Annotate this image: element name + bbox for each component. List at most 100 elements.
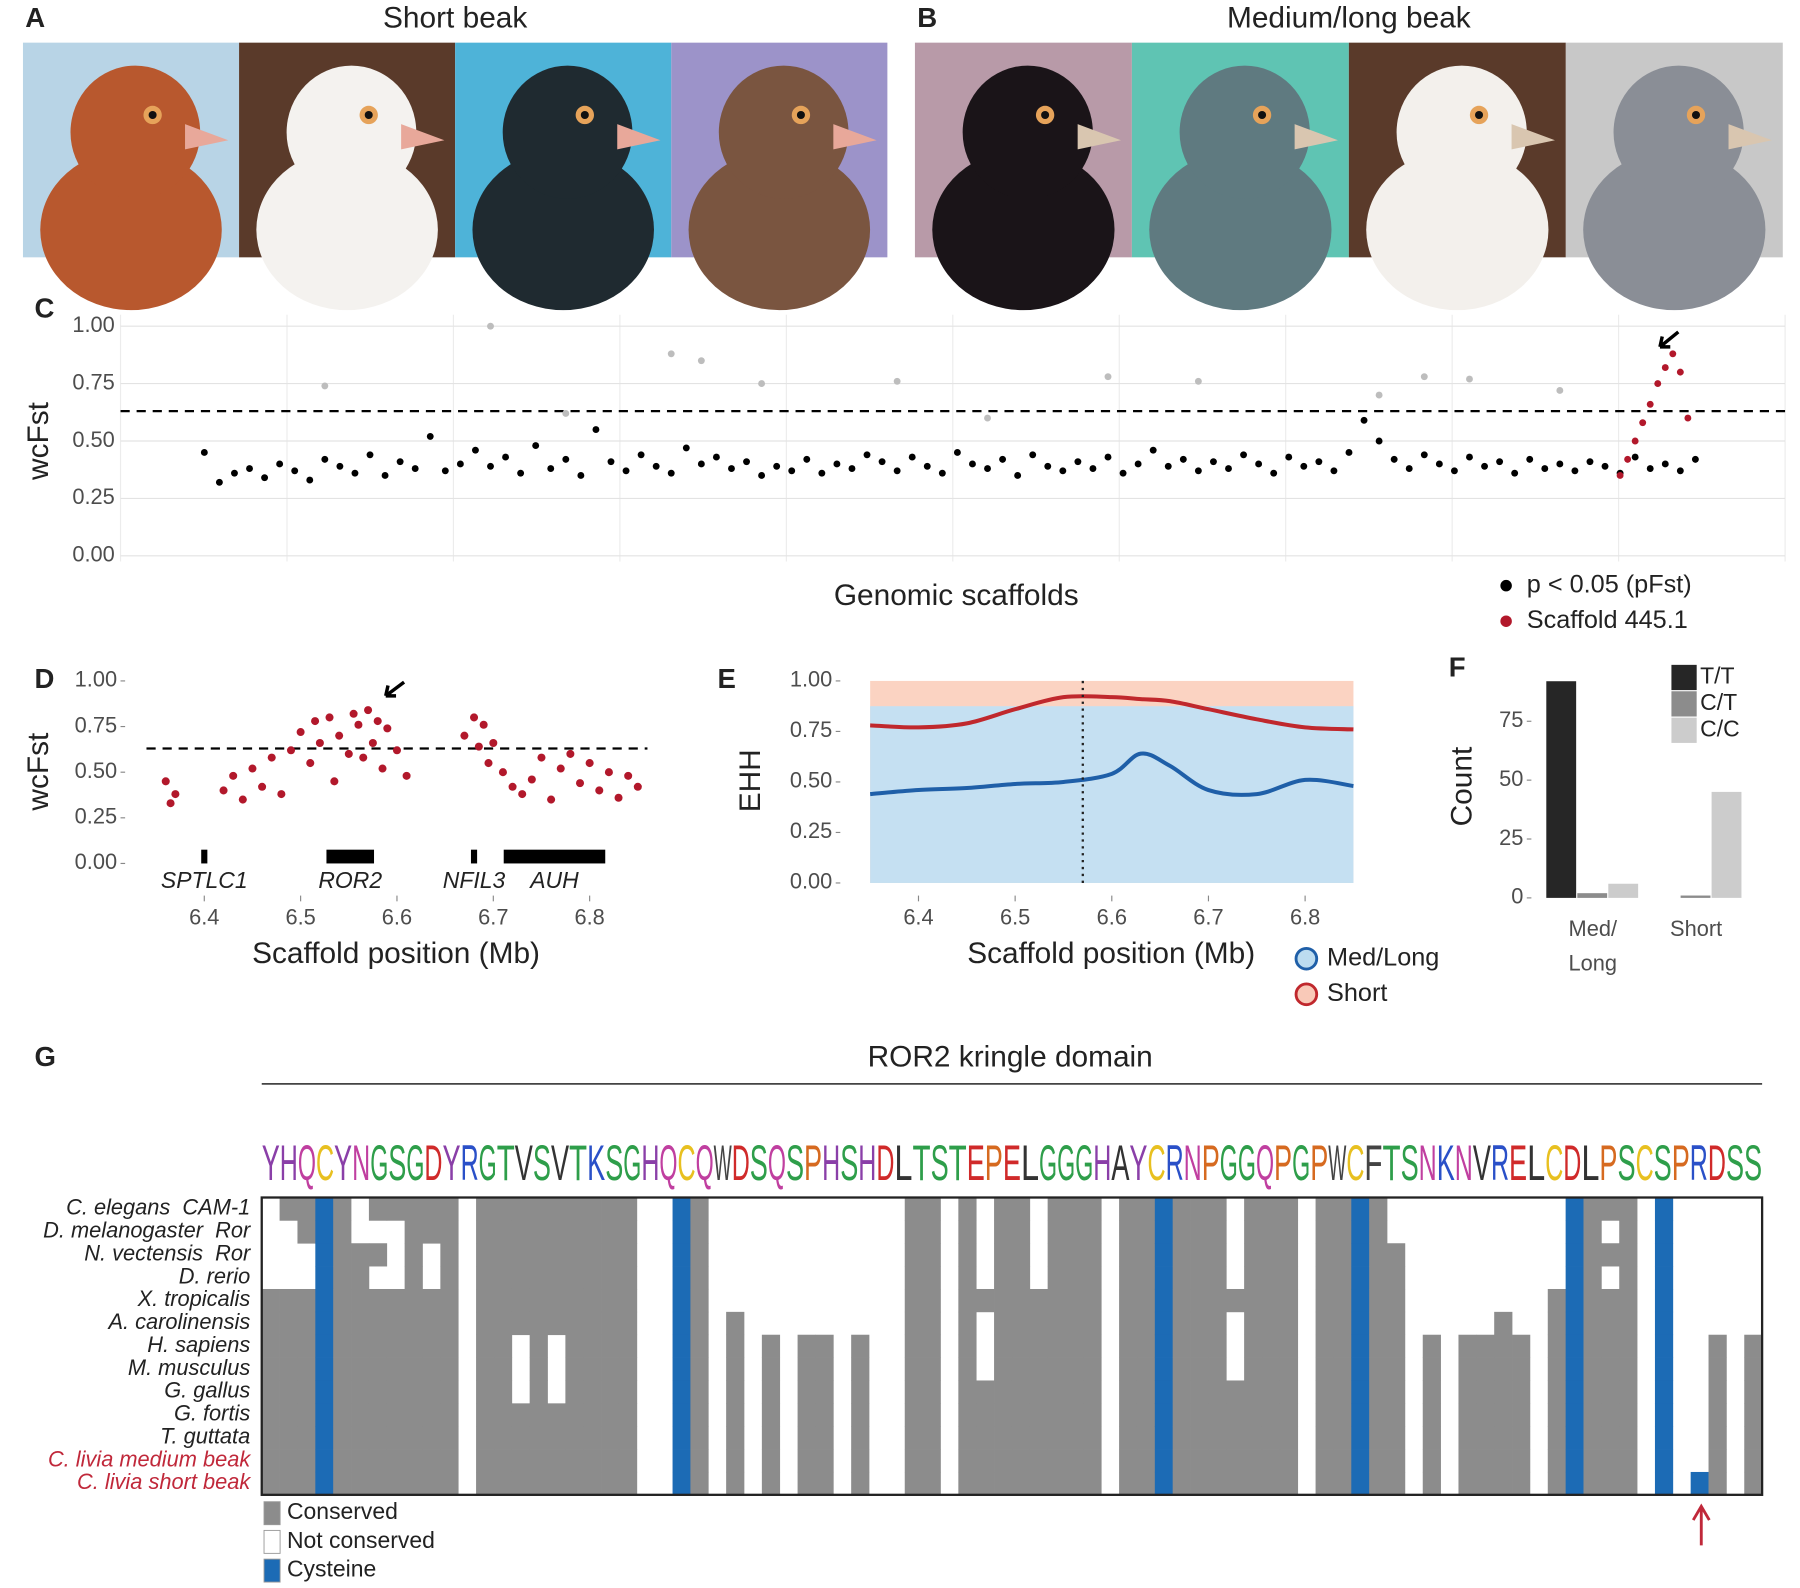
alignment-cell <box>1583 1380 1602 1404</box>
logo-letter: S <box>1726 1134 1744 1191</box>
logo-letter: S <box>388 1134 406 1191</box>
alignment-cell <box>922 1311 941 1336</box>
alignment-cell <box>1261 1449 1281 1473</box>
alignment-cell <box>1029 1471 1048 1496</box>
alignment-cell <box>1244 1334 1263 1358</box>
logo-letter: S <box>840 1134 858 1191</box>
point <box>614 793 623 802</box>
alignment-cell <box>1601 1426 1620 1450</box>
logo-letter: G <box>1238 1134 1256 1191</box>
alignment-cell <box>1226 1471 1245 1496</box>
alignment-cell <box>1190 1311 1209 1336</box>
point <box>1149 446 1157 454</box>
legend-swatch <box>1500 615 1512 627</box>
alignment-cell <box>368 1288 388 1313</box>
alignment-cell <box>511 1266 531 1290</box>
alignment-cell <box>493 1380 513 1404</box>
point <box>349 709 358 718</box>
alignment-cell <box>1512 1449 1531 1473</box>
point <box>215 478 223 486</box>
x-tick-label: 6.5 <box>1000 904 1030 929</box>
bird-head <box>1396 65 1527 199</box>
point <box>1405 465 1413 472</box>
alignment-cell <box>1244 1357 1263 1381</box>
alignment-cell <box>368 1471 388 1496</box>
alignment-cell <box>565 1380 584 1404</box>
alignment-cell <box>1547 1403 1566 1427</box>
alignment-cell <box>994 1243 1013 1267</box>
alignment-cell <box>1315 1334 1334 1358</box>
alignment-cell <box>976 1288 995 1313</box>
point <box>1315 458 1323 466</box>
alignment-cell <box>1136 1357 1156 1381</box>
alignment-cell <box>1619 1426 1638 1450</box>
alignment-cell <box>994 1380 1013 1404</box>
alignment-cell <box>1119 1471 1138 1496</box>
alignment-cell <box>1261 1266 1281 1290</box>
y-tick-label: 0 <box>1511 884 1523 909</box>
alignment-cell <box>1565 1311 1584 1336</box>
alignment-cell <box>583 1243 602 1267</box>
alignment-cell <box>529 1220 548 1244</box>
alignment-cell <box>1154 1288 1174 1313</box>
alignment-cell <box>994 1426 1013 1450</box>
alignment-cell <box>1065 1334 1084 1358</box>
alignment-cell <box>440 1334 459 1358</box>
point <box>277 790 286 799</box>
logo-letter: K <box>587 1134 605 1191</box>
alignment-cell <box>583 1357 602 1381</box>
point <box>366 451 374 459</box>
alignment-cell <box>1422 1380 1441 1404</box>
alignment-cell <box>690 1197 709 1221</box>
alignment-cell <box>726 1449 745 1473</box>
alignment-cell <box>1387 1243 1406 1267</box>
alignment-cell <box>1261 1334 1281 1358</box>
alignment-cell <box>1315 1197 1334 1221</box>
alignment-cell <box>333 1220 352 1244</box>
point <box>1059 467 1067 475</box>
alignment-cell <box>511 1449 531 1473</box>
alignment-cell <box>976 1380 995 1404</box>
alignment-cell <box>1244 1311 1263 1336</box>
alignment-cell <box>297 1357 316 1381</box>
alignment-cell <box>761 1357 781 1381</box>
alignment-cell <box>1601 1380 1620 1404</box>
gene-label: NFIL3 <box>443 867 506 893</box>
x-tick-label: 6.7 <box>478 904 508 929</box>
alignment-cell <box>1208 1449 1227 1473</box>
alignment-cell <box>1119 1311 1138 1336</box>
logo-letter: S <box>931 1134 949 1191</box>
logo-letter: R <box>1491 1134 1509 1191</box>
y-tick-label: 25 <box>1499 825 1523 850</box>
alignment-cell <box>368 1311 388 1336</box>
alignment-cell <box>1476 1426 1495 1450</box>
alignment-cell <box>333 1426 352 1450</box>
alignment-cell <box>958 1311 977 1336</box>
gene-label: SPTLC1 <box>161 867 248 893</box>
y-axis-label: wcFst <box>22 401 55 481</box>
legend-swatch <box>263 1501 281 1526</box>
alignment-cell <box>1458 1403 1477 1427</box>
alignment-cell <box>261 1426 280 1450</box>
photo <box>1565 42 1783 311</box>
alignment-cell <box>1261 1471 1281 1496</box>
point <box>1466 375 1473 383</box>
point <box>1676 368 1684 376</box>
alignment-cell <box>1244 1266 1263 1290</box>
logo-letter: P <box>804 1134 822 1191</box>
alignment-cell <box>1369 1288 1388 1313</box>
alignment-cell <box>1654 1243 1674 1267</box>
alignment-cell <box>297 1380 316 1404</box>
alignment-cell <box>922 1288 941 1313</box>
alignment-cell <box>1601 1288 1620 1313</box>
alignment-cell <box>1136 1426 1156 1450</box>
alignment-cell <box>386 1311 405 1336</box>
x-tick-label: 6.7 <box>1193 904 1223 929</box>
alignment-cell <box>1047 1403 1066 1427</box>
alignment-cell <box>1083 1288 1102 1313</box>
alignment-cell <box>1172 1403 1191 1427</box>
alignment-cell <box>315 1334 334 1358</box>
bird-head <box>286 65 417 199</box>
alignment-cell <box>672 1426 691 1450</box>
y-tick-label: 0.00 <box>790 869 832 894</box>
